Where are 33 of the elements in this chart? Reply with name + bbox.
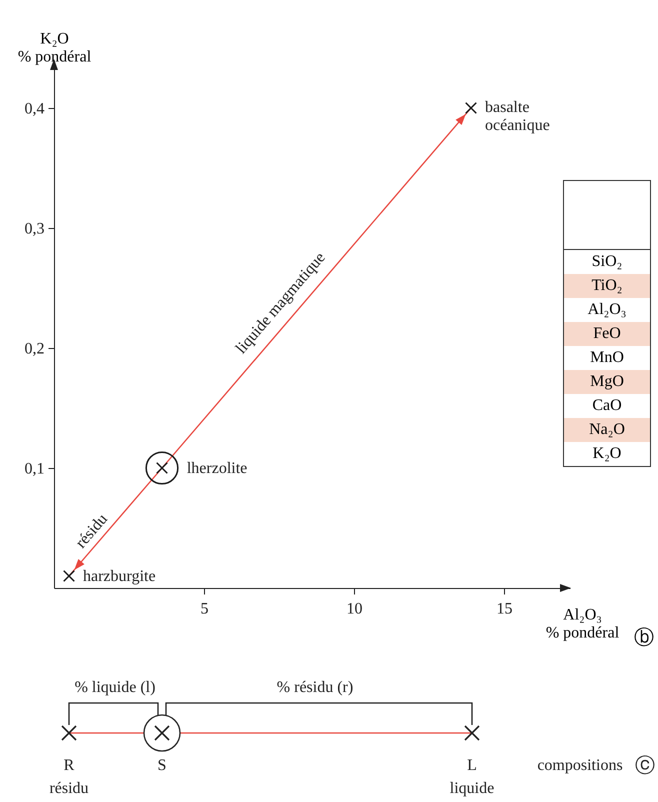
text: Al₂O₃ xyxy=(564,298,650,322)
text: compositions xyxy=(537,757,623,774)
x-tick-label: 10 xyxy=(346,600,362,618)
x-tick-label: 15 xyxy=(496,600,512,618)
text: S xyxy=(158,757,166,774)
text: L xyxy=(467,757,477,774)
text: MgO xyxy=(564,370,650,394)
text: liquide xyxy=(450,780,494,797)
y-tick-label: 0,3 xyxy=(24,220,44,238)
text: % résidu (r) xyxy=(276,679,354,696)
annotation: lherzolite xyxy=(186,460,248,477)
x-tick-label: 5 xyxy=(200,600,208,618)
text: TiO₂ xyxy=(564,274,650,298)
y-axis-title: K₂O % pondéral xyxy=(18,30,92,66)
text: FeO xyxy=(564,322,650,346)
y-tick-label: 0,1 xyxy=(24,460,44,478)
text: CaO xyxy=(564,394,650,418)
text: MnO xyxy=(564,346,650,370)
text: ⓒ xyxy=(635,755,655,777)
text: SiO₂ xyxy=(564,250,650,274)
point xyxy=(465,102,477,114)
annotation: basalte océanique xyxy=(485,99,550,134)
text: ⓑ xyxy=(634,626,654,651)
text: Na₂O xyxy=(564,418,650,442)
point xyxy=(63,570,75,582)
annotation: harzburgite xyxy=(83,568,156,585)
text: résidu xyxy=(49,780,89,797)
y-tick-label: 0,4 xyxy=(24,100,44,118)
x-axis-title: Al₂O₃ % pondéral xyxy=(546,606,620,642)
text: R xyxy=(64,757,75,774)
text: % liquide (l) xyxy=(74,679,156,696)
text: K₂O xyxy=(564,442,650,466)
y-tick-label: 0,2 xyxy=(24,340,44,358)
